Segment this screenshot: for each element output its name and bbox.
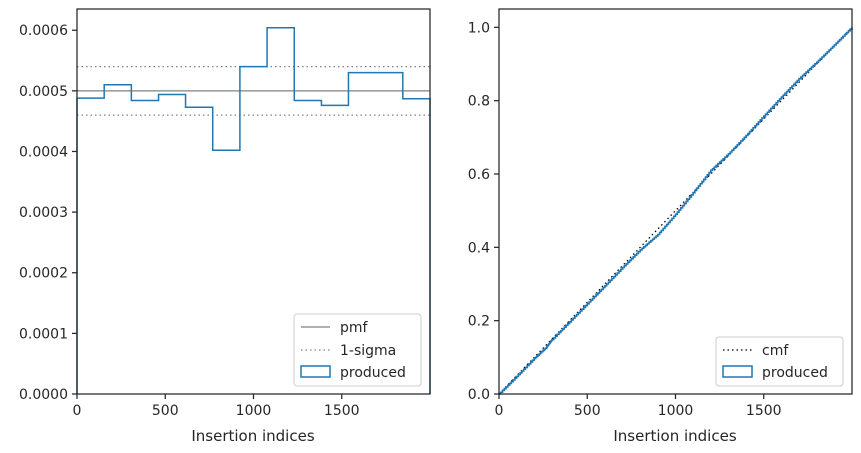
produced-cmf-point-10 (657, 234, 658, 235)
pmf-x-tick-label: 1000 (236, 403, 272, 419)
pmf-y-tick-label: 0.0001 (19, 326, 68, 342)
pmf-legend-label-1-sigma: 1-sigma (340, 343, 396, 359)
pmf-axis-ticks: 0 500 1000 1500 0.0000 0.0001 0.0002 0.0003 0.00… (19, 23, 360, 419)
pmf-x-axis-label: Insertion indices (191, 427, 314, 445)
produced-cmf-point-19 (816, 62, 817, 63)
cmf-marks (498, 26, 853, 395)
cmf-legend-box (715, 336, 844, 387)
produced-cmf-point-9 (640, 249, 641, 250)
pmf-x-tick-label: 500 (152, 403, 179, 419)
cmf-x-tick-label: 500 (574, 403, 601, 419)
produced-cmf-step (499, 27, 853, 395)
produced-cmf-point-11 (675, 214, 676, 215)
produced-cmf-point-4 (551, 339, 552, 340)
cmf-axis-ticks: 0 500 1000 1500 0.0 0.2 0.4 0.6 0.8 1.0 (468, 20, 782, 419)
pmf-legend-swatch-produced (300, 365, 331, 378)
produced-cmf-point-6 (587, 303, 588, 304)
produced-cmf-point-18 (799, 78, 800, 79)
produced-cmf-point-20 (834, 44, 835, 45)
produced-cmf-point-13 (710, 170, 711, 171)
cmf-legend-swatch-produced (722, 365, 753, 378)
cmf-y-tick-label: 1.0 (468, 20, 490, 36)
produced-cmf-point-14 (728, 153, 729, 154)
produced-cmf-point-3 (546, 347, 547, 348)
pmf-legend-label-produced: produced (340, 365, 406, 381)
produced-cmf-point-15 (746, 135, 747, 136)
pmf-y-tick-label: 0.0004 (19, 144, 68, 160)
pmf-y-tick-label: 0.0002 (19, 266, 68, 282)
produced-histogram-step (76, 27, 431, 394)
pmf-histogram-marks (76, 27, 431, 394)
pmf-x-tick-label: 0 (73, 403, 82, 419)
cmf-x-tick-label: 0 (495, 403, 504, 419)
produced-cmf-point-1 (516, 376, 517, 377)
pmf-legend: pmf 1-sigma produced (293, 313, 422, 387)
produced-cmf-point-5 (569, 321, 570, 322)
cmf-y-tick-label: 0.0 (468, 387, 490, 403)
pmf-histogram-plot: 0 500 1000 1500 0.0000 0.0001 0.0002 0.0003 0.00… (19, 8, 431, 445)
pmf-y-tick-label: 0.0003 (19, 205, 68, 221)
produced-cmf-point-16 (763, 116, 764, 117)
pmf-legend-label-pmf: pmf (340, 320, 369, 336)
produced-cmf-point-2 (534, 358, 535, 359)
cmf-y-tick-label: 0.6 (468, 167, 490, 183)
pmf-y-tick-label: 0.0000 (19, 387, 68, 403)
cmf-x-axis-label: Insertion indices (613, 427, 736, 445)
cmf-legend-label-cmf: cmf (762, 343, 789, 359)
produced-cmf-point-7 (604, 285, 605, 286)
pmf-x-tick-label: 1500 (324, 403, 360, 419)
pmf-y-tick-label: 0.0005 (19, 84, 68, 100)
cmf-y-tick-label: 0.2 (468, 314, 490, 330)
cmf-x-tick-label: 1500 (746, 403, 782, 419)
cmf-y-tick-label: 0.8 (468, 94, 490, 110)
cmf-y-tick-label: 0.4 (468, 240, 490, 256)
pmf-y-tick-label: 0.0006 (19, 23, 68, 39)
produced-cmf-point-17 (781, 97, 782, 98)
cmf-legend: cmf produced (715, 336, 844, 387)
cmf-x-tick-label: 1000 (658, 403, 694, 419)
cmf-line (498, 26, 853, 395)
cmf-plot: 0 500 1000 1500 0.0 0.2 0.4 0.6 0.8 1.0 Insertion… (468, 8, 853, 445)
produced-cmf-point-8 (622, 267, 623, 268)
pmf-legend-box (293, 313, 422, 387)
produced-cmf-point-12 (693, 192, 694, 193)
cmf-legend-label-produced: produced (762, 365, 828, 381)
